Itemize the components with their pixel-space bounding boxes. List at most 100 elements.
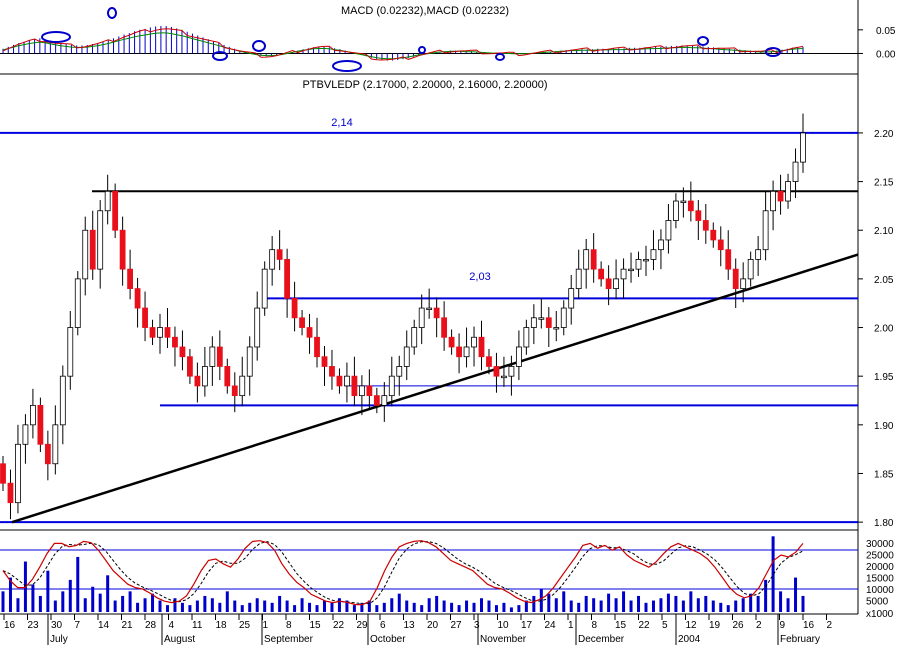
volume-bar (352, 605, 356, 612)
volume-bar (128, 591, 132, 612)
candle-body (269, 249, 276, 270)
day-tick-label: 19 (709, 620, 721, 631)
month-label: December (578, 634, 625, 645)
candle-body (299, 317, 305, 328)
day-tick-label: 18 (216, 620, 228, 631)
candle-body (747, 259, 754, 280)
candle-body (501, 375, 507, 379)
candle-body (740, 278, 747, 290)
volume-bar (607, 593, 611, 612)
candle-body (575, 268, 582, 290)
volume-bar (509, 607, 513, 612)
candle-body (22, 424, 29, 445)
candle-body (583, 249, 590, 270)
volume-bar (315, 605, 319, 612)
volume-bar (8, 577, 12, 612)
candle-body (119, 229, 126, 270)
volume-bar (322, 600, 326, 612)
volume-bar (786, 598, 790, 612)
day-tick-label: 1 (568, 620, 574, 631)
day-tick-label: 2 (756, 620, 762, 631)
volume-bar (188, 605, 192, 612)
candle-body (321, 356, 328, 367)
day-tick-label: 8 (286, 620, 292, 631)
volume-tick-label: 25000 (866, 551, 894, 562)
volume-bar (240, 605, 244, 612)
candle-body (702, 220, 709, 231)
candle-body (538, 317, 545, 320)
candle-body (792, 161, 799, 182)
candle-body (284, 259, 291, 299)
candle-body (187, 356, 193, 377)
candle-body (545, 317, 552, 328)
volume-bar (263, 600, 267, 612)
candle-body (515, 346, 522, 367)
candle-body (411, 327, 418, 348)
candle-body (680, 200, 687, 203)
day-tick-label: 15 (310, 620, 322, 631)
day-tick-label: 13 (404, 620, 416, 631)
candle-body (112, 190, 119, 231)
candle-body (770, 190, 776, 212)
candle-body (800, 132, 806, 163)
candle-body (209, 346, 216, 367)
volume-bar (696, 598, 700, 612)
day-tick-label: 23 (28, 620, 40, 631)
volume-bar (158, 600, 162, 612)
candle-body (568, 288, 575, 309)
day-tick-label: 22 (639, 620, 651, 631)
candle-body (37, 404, 44, 445)
volume-bar (136, 602, 140, 612)
volume-bar (285, 600, 289, 612)
volume-bar (98, 593, 102, 612)
candle-body (59, 375, 66, 426)
price-title: PTBVLEDP (2.17000, 2.20000, 2.16000, 2.2… (302, 79, 547, 91)
volume-bar (689, 591, 693, 612)
volume-bar (569, 600, 573, 612)
candle-body (216, 346, 223, 367)
candle-body (650, 249, 657, 260)
day-tick-label: 4 (169, 620, 175, 631)
month-label: November (480, 634, 527, 645)
panel-frame (0, 0, 859, 615)
month-label: September (264, 634, 314, 645)
bottom-axis: 16 23 30 7 14 21 28 4 11 18 25 1 8 15 22 29 6 13 20 27 3 10 17… (3, 614, 833, 645)
day-tick-label: 30 (51, 620, 63, 631)
day-tick-label: 5 (662, 620, 668, 631)
price-tick-label: 2.10 (874, 226, 894, 237)
volume-bar (651, 600, 655, 612)
day-tick-label: 12 (686, 620, 698, 631)
volume-bar (180, 602, 184, 612)
volume-bar (562, 591, 566, 612)
candle-body (164, 327, 171, 338)
candle-body (239, 375, 246, 397)
candle-body (710, 229, 717, 241)
volume-bar (524, 600, 528, 612)
candle-body (52, 424, 59, 465)
month-label: 2004 (678, 634, 701, 645)
candle-body (560, 307, 567, 328)
level-label-2-14: 2,14 (331, 117, 352, 129)
candle-body (149, 327, 156, 338)
candle-body (456, 346, 462, 358)
volume-bar (637, 595, 641, 612)
volume-tick-label: 10000 (866, 585, 894, 596)
candle-body (755, 249, 762, 260)
candle-body (366, 385, 373, 397)
volume-bar (330, 602, 334, 612)
volume-bar (749, 593, 753, 612)
volume-bar (711, 600, 715, 612)
month-label: October (370, 634, 406, 645)
volume-bar (659, 598, 663, 612)
volume-tick-label: x1000 (866, 609, 894, 620)
volume-bar (390, 598, 394, 612)
macd-cross-marker (697, 36, 709, 46)
volume-bar (397, 593, 401, 612)
candle-body (530, 317, 537, 328)
candle-body (628, 268, 634, 272)
day-tick-label: 2 (827, 620, 833, 631)
volume-bar (577, 602, 581, 612)
candle-body (314, 336, 320, 358)
volume-bar (113, 600, 117, 612)
